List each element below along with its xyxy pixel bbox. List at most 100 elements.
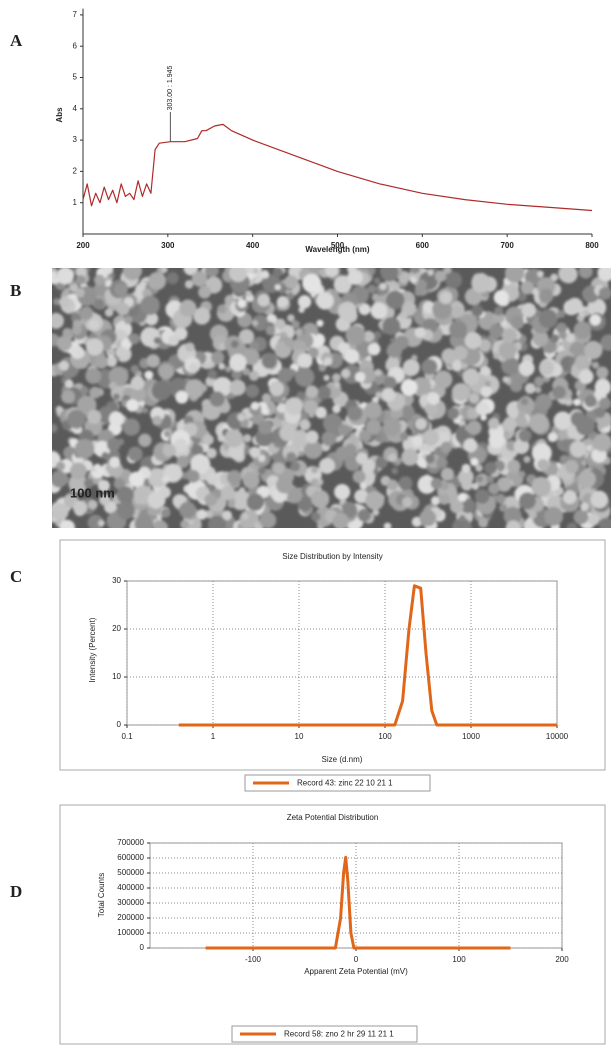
grain	[284, 275, 299, 289]
plot-area	[126, 580, 558, 726]
grain	[480, 386, 493, 398]
grain	[94, 355, 108, 369]
grain	[521, 302, 537, 318]
grain	[303, 399, 318, 415]
grain	[422, 301, 436, 314]
grain	[249, 446, 261, 458]
grain	[52, 423, 58, 433]
grain	[399, 310, 408, 320]
grain	[383, 522, 392, 528]
grain	[332, 404, 341, 414]
grain	[101, 452, 109, 460]
grain	[598, 397, 611, 410]
grain	[458, 469, 474, 485]
grain	[245, 290, 252, 297]
grain	[529, 413, 550, 434]
grain	[450, 305, 463, 318]
grain	[55, 461, 66, 471]
x-tick-label: 200	[76, 241, 90, 250]
grain	[297, 496, 313, 512]
x-tick-label: 10000	[546, 732, 569, 741]
grain	[556, 322, 568, 334]
grain	[539, 360, 555, 376]
y-tick-label: 4	[73, 104, 78, 113]
x-tick-label: 600	[416, 241, 430, 250]
grain	[399, 405, 415, 421]
x-axis-label: Apparent Zeta Potential (mV)	[304, 967, 408, 976]
grain	[55, 405, 63, 414]
grain	[487, 417, 500, 430]
grain	[144, 312, 159, 326]
x-tick-label: -100	[245, 955, 262, 964]
grain	[537, 458, 549, 471]
grain	[258, 466, 266, 475]
grain	[191, 271, 208, 287]
grain	[75, 268, 87, 278]
grain	[528, 510, 537, 519]
grain	[559, 454, 570, 464]
grain	[379, 282, 387, 291]
grain	[459, 515, 466, 522]
grain	[564, 459, 579, 474]
grain	[316, 291, 334, 310]
grain	[367, 284, 377, 294]
grain	[409, 276, 417, 284]
grain	[163, 430, 171, 438]
chart-title: Zeta Potential Distribution	[287, 813, 379, 822]
grain	[168, 335, 180, 347]
grain	[162, 475, 170, 484]
grain	[69, 462, 87, 480]
grain	[276, 296, 289, 308]
grain	[510, 315, 525, 330]
grain	[122, 418, 141, 436]
grain	[196, 509, 208, 520]
grain	[517, 292, 527, 302]
grain	[577, 470, 596, 489]
x-tick-label: 1000	[462, 732, 480, 741]
grain	[494, 306, 504, 316]
grain	[570, 411, 586, 427]
grain	[518, 492, 536, 510]
grain	[523, 455, 531, 463]
grain	[305, 385, 319, 398]
x-tick-label: 400	[246, 241, 260, 250]
grain	[62, 327, 73, 338]
grain	[480, 414, 487, 421]
grain	[466, 420, 482, 436]
grain	[340, 368, 351, 379]
grain	[207, 369, 218, 380]
grain	[337, 341, 350, 354]
grain	[365, 490, 385, 511]
grain	[71, 324, 82, 335]
grain	[449, 499, 464, 514]
grain	[603, 426, 611, 434]
grain	[229, 379, 246, 396]
grain	[225, 366, 232, 373]
grain	[61, 389, 76, 404]
grain	[566, 297, 583, 314]
grain	[116, 486, 134, 504]
grain	[438, 493, 450, 505]
grain	[373, 277, 381, 284]
grain	[79, 306, 94, 320]
grain	[237, 414, 245, 422]
grain	[486, 475, 495, 483]
x-tick-label: 800	[585, 241, 599, 250]
grain	[77, 395, 97, 415]
grain	[506, 459, 521, 473]
grain	[311, 466, 318, 474]
grain	[496, 477, 512, 492]
grain	[358, 429, 371, 442]
grain	[364, 401, 382, 420]
grain	[531, 476, 552, 497]
x-tick-label: 300	[161, 241, 175, 250]
grain	[358, 303, 371, 316]
grain	[430, 496, 441, 506]
scale-bar-label: 100 nm	[70, 485, 115, 500]
grain	[58, 360, 69, 371]
grain	[598, 517, 611, 528]
y-tick-label: 500000	[117, 868, 144, 877]
grain	[366, 419, 382, 435]
grain	[162, 443, 176, 458]
grain	[259, 511, 277, 528]
